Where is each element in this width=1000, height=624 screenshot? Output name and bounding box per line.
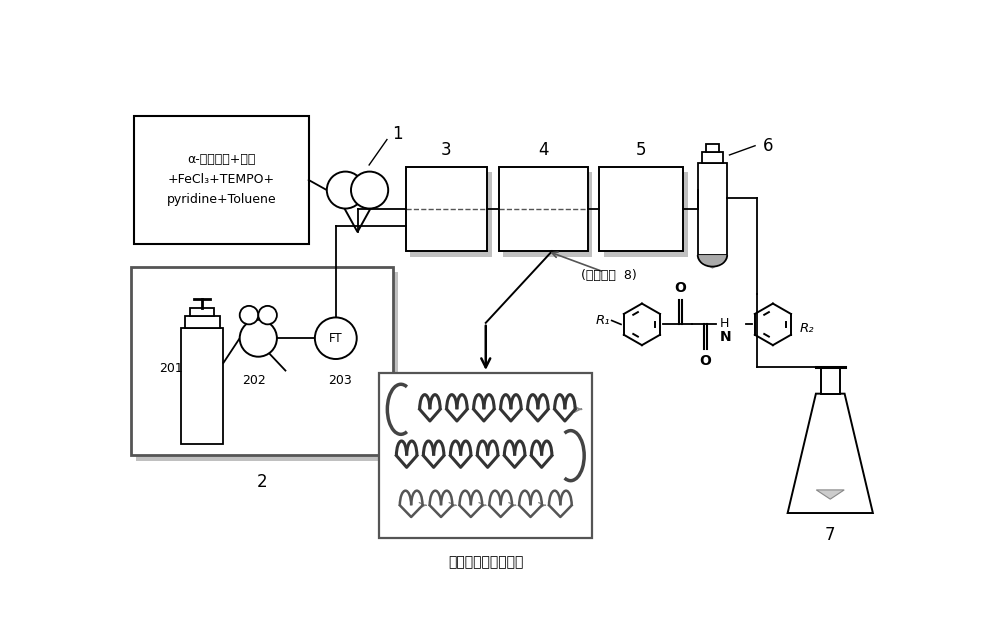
Text: R₂: R₂ <box>800 322 815 334</box>
Text: α-甲基苄醇+胺类
+FeCl₃+TEMPO+
pyridine+Toluene: α-甲基苄醇+胺类 +FeCl₃+TEMPO+ pyridine+Toluene <box>167 154 276 207</box>
Text: 1: 1 <box>392 125 403 143</box>
Circle shape <box>351 172 388 208</box>
Bar <box>410 172 492 256</box>
Text: 5: 5 <box>636 140 646 158</box>
Text: N: N <box>719 329 731 344</box>
Circle shape <box>258 306 277 324</box>
Bar <box>599 167 683 251</box>
Bar <box>503 172 592 256</box>
Bar <box>181 328 223 444</box>
Text: O: O <box>675 281 687 295</box>
Bar <box>406 167 487 251</box>
Polygon shape <box>788 394 873 513</box>
Circle shape <box>327 172 364 208</box>
Circle shape <box>240 306 258 324</box>
Text: O: O <box>700 354 711 368</box>
Polygon shape <box>816 490 844 499</box>
Polygon shape <box>698 255 727 269</box>
Bar <box>136 272 398 461</box>
Text: FT: FT <box>329 332 343 344</box>
Text: 202: 202 <box>243 374 266 387</box>
Bar <box>821 367 840 394</box>
Bar <box>499 167 588 251</box>
Text: 4: 4 <box>538 140 548 158</box>
Bar <box>698 163 727 255</box>
Bar <box>131 266 393 456</box>
Bar <box>134 117 309 243</box>
Text: 3: 3 <box>441 140 452 158</box>
Text: 201: 201 <box>159 362 183 375</box>
Text: 203: 203 <box>328 374 352 387</box>
Circle shape <box>240 319 277 357</box>
Text: R₁: R₁ <box>596 314 610 327</box>
Text: 康宁反应器内部结构: 康宁反应器内部结构 <box>448 555 523 569</box>
Bar <box>185 316 220 328</box>
Bar <box>190 308 214 316</box>
Bar <box>702 152 723 163</box>
Circle shape <box>315 318 357 359</box>
Text: 7: 7 <box>825 525 836 544</box>
Text: 6: 6 <box>763 137 774 155</box>
Bar <box>379 373 592 539</box>
Bar <box>706 144 719 152</box>
Text: 2: 2 <box>257 473 267 491</box>
Polygon shape <box>337 195 378 232</box>
Bar <box>604 172 688 256</box>
Text: H: H <box>719 317 729 330</box>
Text: (反应板数  8): (反应板数 8) <box>581 270 636 282</box>
